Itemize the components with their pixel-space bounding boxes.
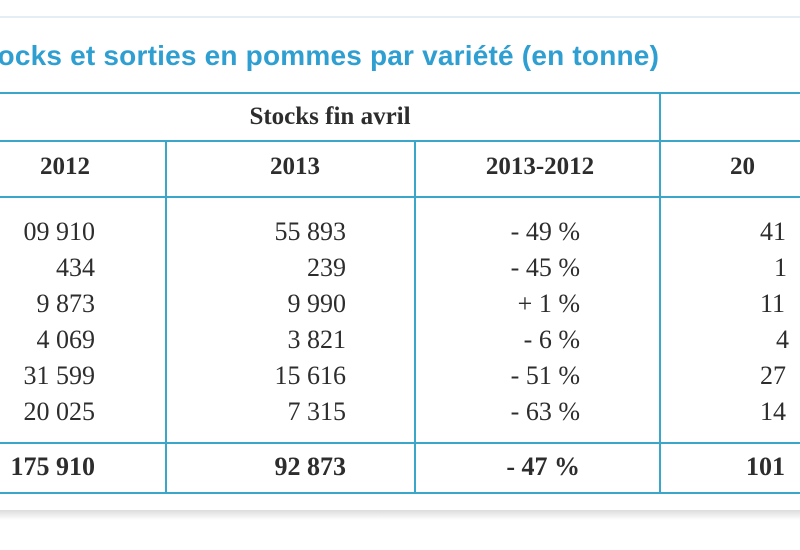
cell-r3-2012: 9 873	[36, 289, 96, 318]
cell-r6-2012: 20 025	[23, 397, 96, 426]
col-divider-2	[414, 140, 416, 492]
column-header-2013: 2013	[270, 153, 320, 180]
cell-r6-2013: 7 315	[287, 397, 347, 426]
cell-r4-next: 4	[776, 325, 789, 354]
column-header-next: 20	[730, 153, 755, 180]
cell-r1-next: 41	[760, 217, 786, 246]
stocks-table: Stocks fin avril 2012 2013 2013-2012 20 …	[0, 92, 800, 494]
total-2013: 92 873	[274, 452, 347, 481]
cell-r2-diff: - 45 %	[510, 253, 580, 282]
cell-r4-2012: 4 069	[36, 325, 96, 354]
cell-r1-2012: 09 910	[23, 217, 96, 246]
total-2012: 175 910	[10, 452, 96, 481]
column-header-rule	[0, 196, 800, 198]
cell-r5-next: 27	[760, 361, 786, 390]
table-top-rule	[0, 92, 800, 94]
cell-r5-diff: - 51 %	[510, 361, 580, 390]
bottom-shadow	[0, 510, 800, 520]
cell-r1-diff: - 49 %	[510, 217, 580, 246]
total-next: 101	[746, 452, 785, 481]
column-header-diff: 2013-2012	[485, 153, 595, 180]
cell-r4-2013: 3 821	[287, 325, 347, 354]
total-diff: - 47 %	[506, 452, 580, 481]
cell-r3-diff: + 1 %	[517, 289, 580, 318]
table-bottom-rule	[0, 492, 800, 494]
cell-r5-2012: 31 599	[23, 361, 96, 390]
total-rule	[0, 442, 800, 444]
cell-r3-next: 11	[760, 289, 786, 318]
column-header-2012: 2012	[40, 153, 90, 180]
cell-r6-next: 14	[760, 397, 786, 426]
col-divider-1	[165, 140, 167, 492]
group-header-rule-right	[660, 140, 800, 142]
top-divider	[0, 16, 800, 18]
col-divider-3	[659, 92, 661, 492]
cell-r2-2013: 239	[307, 253, 346, 282]
cell-r2-next: 1	[774, 253, 787, 282]
group-header: Stocks fin avril	[249, 103, 411, 130]
table-title: tocks et sorties en pommes par variété (…	[0, 40, 660, 71]
cell-r3-2013: 9 990	[287, 289, 347, 318]
cell-r1-2013: 55 893	[274, 217, 347, 246]
cell-r5-2013: 15 616	[274, 361, 347, 390]
cell-r2-2012: 434	[56, 253, 95, 282]
cell-r6-diff: - 63 %	[510, 397, 580, 426]
group-header-rule	[0, 140, 660, 142]
cell-r4-diff: - 6 %	[523, 325, 580, 354]
